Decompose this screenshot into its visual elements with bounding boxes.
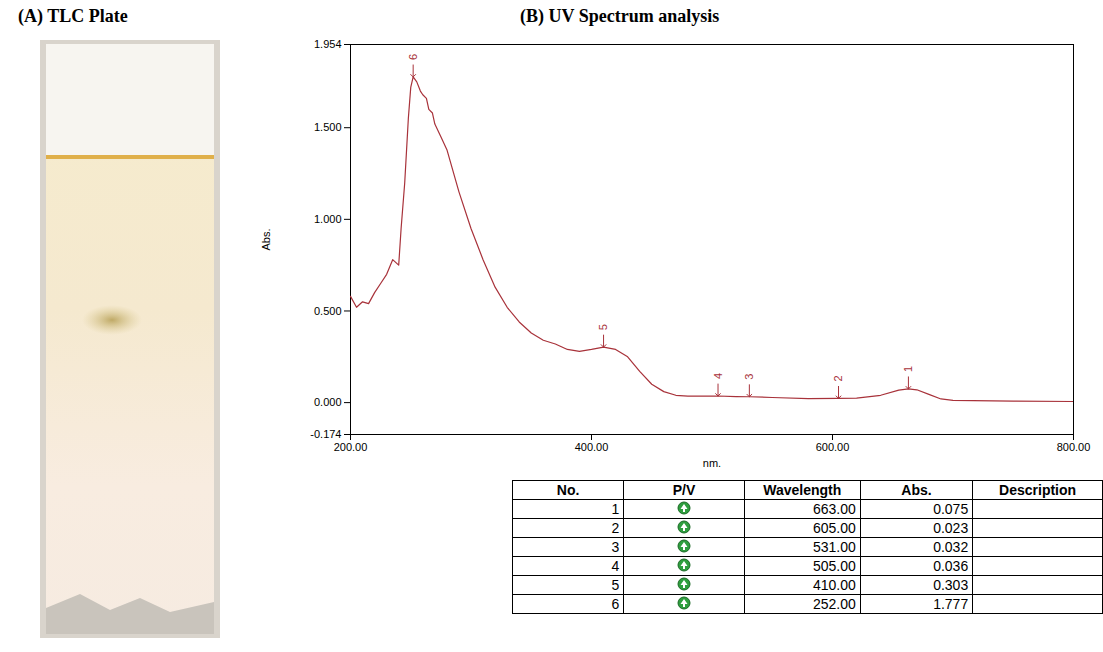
html-text:252.00: 252.00 (813, 596, 856, 612)
html-text:605.00: 605.00 (813, 520, 856, 536)
svg-text:3: 3 (743, 374, 755, 380)
svg-text:Abs.: Abs. (260, 228, 272, 250)
html-text:505.00: 505.00 (813, 558, 856, 574)
html-text:Description: Description (999, 482, 1077, 498)
svg-text:1.000: 1.000 (314, 213, 342, 225)
html-text:P/V: P/V (672, 482, 696, 498)
html-text:(A) TLC Plate: (A) TLC Plate (18, 6, 128, 26)
html-text:5: 5 (611, 577, 620, 593)
svg-text:1: 1 (902, 366, 914, 372)
html-text:410.00: 410.00 (813, 577, 856, 593)
html-text:3: 3 (611, 539, 620, 555)
html-text:0.036: 0.036 (933, 558, 969, 574)
svg-text:1.954: 1.954 (314, 38, 342, 50)
html-text:0.075: 0.075 (933, 501, 969, 517)
html-text:1: 1 (611, 501, 620, 517)
svg-text:nm.: nm. (703, 457, 721, 469)
html-text:Abs.: Abs. (901, 482, 932, 498)
svg-text:400.00: 400.00 (575, 441, 609, 453)
html-text:0.032: 0.032 (933, 539, 969, 555)
html-text:0.303: 0.303 (933, 577, 969, 593)
html-text:No.: No. (556, 482, 580, 498)
html-text:1.777: 1.777 (933, 596, 969, 612)
svg-text:0.500: 0.500 (314, 304, 342, 316)
html-text:2: 2 (611, 520, 620, 536)
svg-text:-0.174: -0.174 (310, 428, 341, 440)
svg-text:4: 4 (712, 373, 724, 379)
svg-text:600.00: 600.00 (816, 441, 850, 453)
html-text:Wavelength: Wavelength (763, 482, 842, 498)
svg-text:200.00: 200.00 (334, 441, 368, 453)
svg-text:6: 6 (407, 54, 419, 60)
html-text:(B) UV Spectrum analysis: (B) UV Spectrum analysis (520, 6, 720, 26)
html-text:6: 6 (611, 596, 620, 612)
html-text:531.00: 531.00 (813, 539, 856, 555)
html-text:4: 4 (611, 558, 620, 574)
html-text:663.00: 663.00 (813, 501, 856, 517)
svg-text:800.00: 800.00 (1057, 441, 1091, 453)
svg-text:2: 2 (832, 375, 844, 381)
svg-text:5: 5 (597, 324, 609, 330)
svg-text:0.000: 0.000 (314, 396, 342, 408)
html-text:0.023: 0.023 (933, 520, 969, 536)
svg-text:1.500: 1.500 (314, 121, 342, 133)
